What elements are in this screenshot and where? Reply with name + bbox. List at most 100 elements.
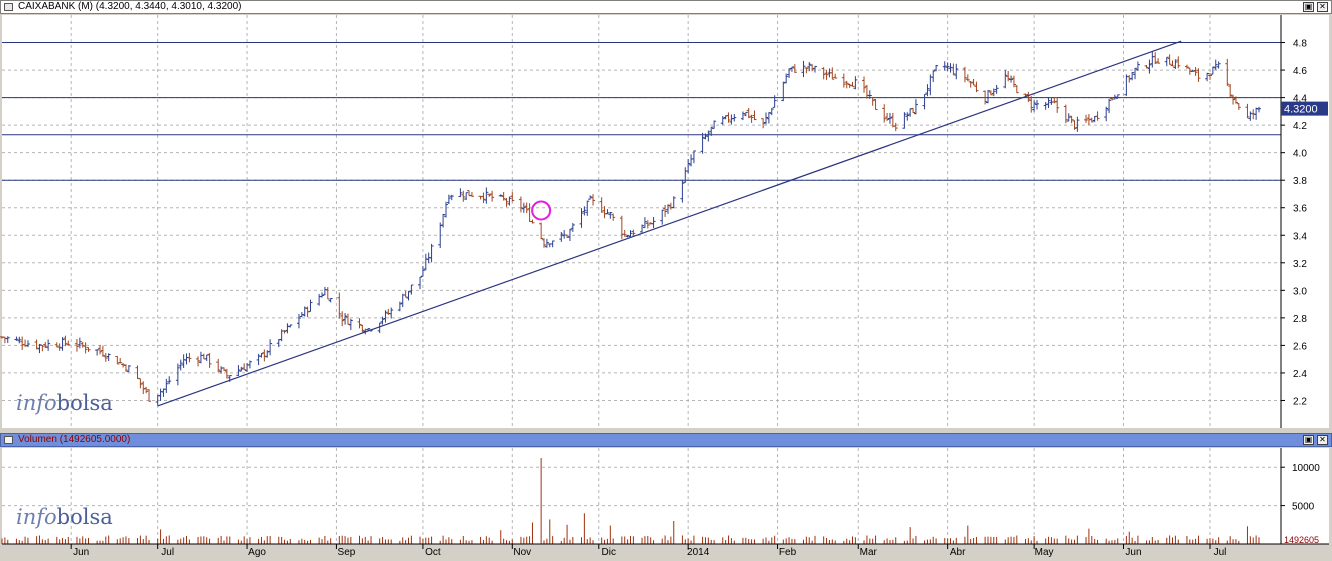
ohlc-bar xyxy=(95,349,100,356)
x-tick-label: May xyxy=(1035,547,1054,558)
ohlc-bar xyxy=(539,222,544,240)
ohlc-bar xyxy=(821,67,826,80)
x-tick-label: Jul xyxy=(1214,547,1227,558)
ohlc-bar xyxy=(204,354,209,361)
ohlc-bar xyxy=(965,74,970,82)
ohlc-bar xyxy=(1035,99,1040,110)
ohlc-bar xyxy=(761,118,766,129)
price-plot-area[interactable] xyxy=(2,15,1281,428)
ohlc-bar xyxy=(746,108,751,119)
ohlc-bar xyxy=(236,365,241,376)
highlight-circle xyxy=(531,200,552,221)
ohlc-bar xyxy=(870,96,875,106)
ohlc-bar xyxy=(242,363,247,371)
ohlc-bar xyxy=(1164,56,1169,67)
ohlc-bar xyxy=(853,76,858,90)
volume-bars xyxy=(1,457,1260,544)
ohlc-bar xyxy=(934,64,939,72)
price-tick-label: 2.6 xyxy=(1293,341,1307,352)
ohlc-bar xyxy=(282,330,287,334)
x-tick-label: Dic xyxy=(602,547,616,558)
ohlc-bar xyxy=(164,378,169,393)
ohlc-bar xyxy=(588,195,593,200)
ohlc-bar xyxy=(1236,103,1241,110)
ohlc-bar xyxy=(691,150,696,164)
ohlc-bar xyxy=(40,344,45,352)
ohlc-bar xyxy=(585,200,590,216)
ohlc-bar xyxy=(487,193,492,197)
ohlc-bar xyxy=(1006,70,1011,82)
ohlc-bar xyxy=(720,116,725,125)
ohlc-bar xyxy=(740,111,745,121)
ohlc-bar xyxy=(510,192,515,202)
ohlc-bar xyxy=(887,112,892,124)
ohlc-bar xyxy=(1112,94,1117,100)
volume-tick-label: 5000 xyxy=(1292,502,1315,513)
ohlc-bar xyxy=(663,204,668,217)
ohlc-bar xyxy=(922,93,927,110)
ohlc-bar xyxy=(544,238,549,248)
logo-part-info: info xyxy=(16,391,57,415)
ohlc-bar xyxy=(732,113,737,122)
ohlc-bar xyxy=(608,211,613,219)
ohlc-bar xyxy=(337,292,342,319)
ohlc-bar xyxy=(962,66,967,83)
ohlc-bar xyxy=(542,238,547,248)
ohlc-bar xyxy=(147,389,152,402)
ohlc-bar xyxy=(902,112,907,129)
ohlc-bar xyxy=(706,130,711,142)
restore-button[interactable]: ▣ xyxy=(1303,2,1314,12)
close-button[interactable]: ✕ xyxy=(1317,2,1328,12)
ohlc-bar xyxy=(216,358,221,373)
x-tick-label: Jun xyxy=(1125,547,1141,558)
ohlc-bar xyxy=(406,290,411,301)
ohlc-bar xyxy=(994,85,999,94)
ohlc-bar xyxy=(680,179,685,203)
ohlc-bar xyxy=(308,299,313,312)
infobolsa-logo-price: infobolsa xyxy=(16,391,113,415)
x-tick-label: Oct xyxy=(425,547,441,558)
ohlc-bar xyxy=(988,90,993,96)
ohlc-bar xyxy=(968,80,973,88)
price-tick-label: 4.8 xyxy=(1293,39,1307,50)
x-tick-label: Ago xyxy=(248,547,266,558)
x-tick-label: Feb xyxy=(779,547,797,558)
ohlc-bar xyxy=(1052,96,1057,104)
ohlc-bar xyxy=(599,197,604,213)
ohlc-bar xyxy=(17,336,22,344)
ohlc-bar xyxy=(1011,75,1016,88)
ohlc-bar xyxy=(625,234,630,238)
price-panel-titlebar: CAIXABANK (M) (4.3200, 4.3440, 4.3010, 4… xyxy=(0,0,1332,14)
x-tick-label: Jun xyxy=(73,547,89,558)
ohlc-bar xyxy=(83,342,88,354)
ohlc-bar xyxy=(1107,98,1112,114)
volume-restore-button[interactable]: ▣ xyxy=(1303,435,1314,445)
ohlc-bar xyxy=(360,324,365,333)
axis-ticks: 2.2 2.4 2.6 2.8 3.0 3.2 3.4 3.6 3.8 4.0 4.2 4.4 4.6 4… xyxy=(70,39,1320,558)
ohlc-bar xyxy=(640,224,645,233)
ohlc-bar xyxy=(824,70,829,80)
ohlc-bar xyxy=(605,209,610,215)
ohlc-bar xyxy=(893,122,898,132)
price-tick-label: 4.2 xyxy=(1293,121,1307,132)
ohlc-bar xyxy=(1207,73,1212,80)
ohlc-bar xyxy=(971,78,976,86)
ohlc-bar xyxy=(418,276,423,290)
price-tick-label: 3.0 xyxy=(1293,286,1307,297)
ohlc-bar xyxy=(86,346,91,352)
ohlc-bar xyxy=(1084,114,1089,123)
last-price-tag xyxy=(1281,101,1328,116)
volume-plot-area[interactable] xyxy=(2,448,1281,544)
ohlc-bar xyxy=(951,63,956,76)
ohlc-bar xyxy=(1251,109,1256,120)
ohlc-bar xyxy=(299,312,304,318)
ohlc-bar xyxy=(144,386,149,394)
volume-close-button[interactable]: ✕ xyxy=(1317,435,1328,445)
ohlc-bar xyxy=(1069,115,1074,124)
svg-text:infobolsa: infobolsa xyxy=(16,505,113,529)
logo-part-bolsa: bolsa xyxy=(57,391,113,415)
ohlc-bar xyxy=(74,338,79,352)
ohlc-bar xyxy=(925,84,930,97)
ohlc-bar xyxy=(524,202,529,214)
